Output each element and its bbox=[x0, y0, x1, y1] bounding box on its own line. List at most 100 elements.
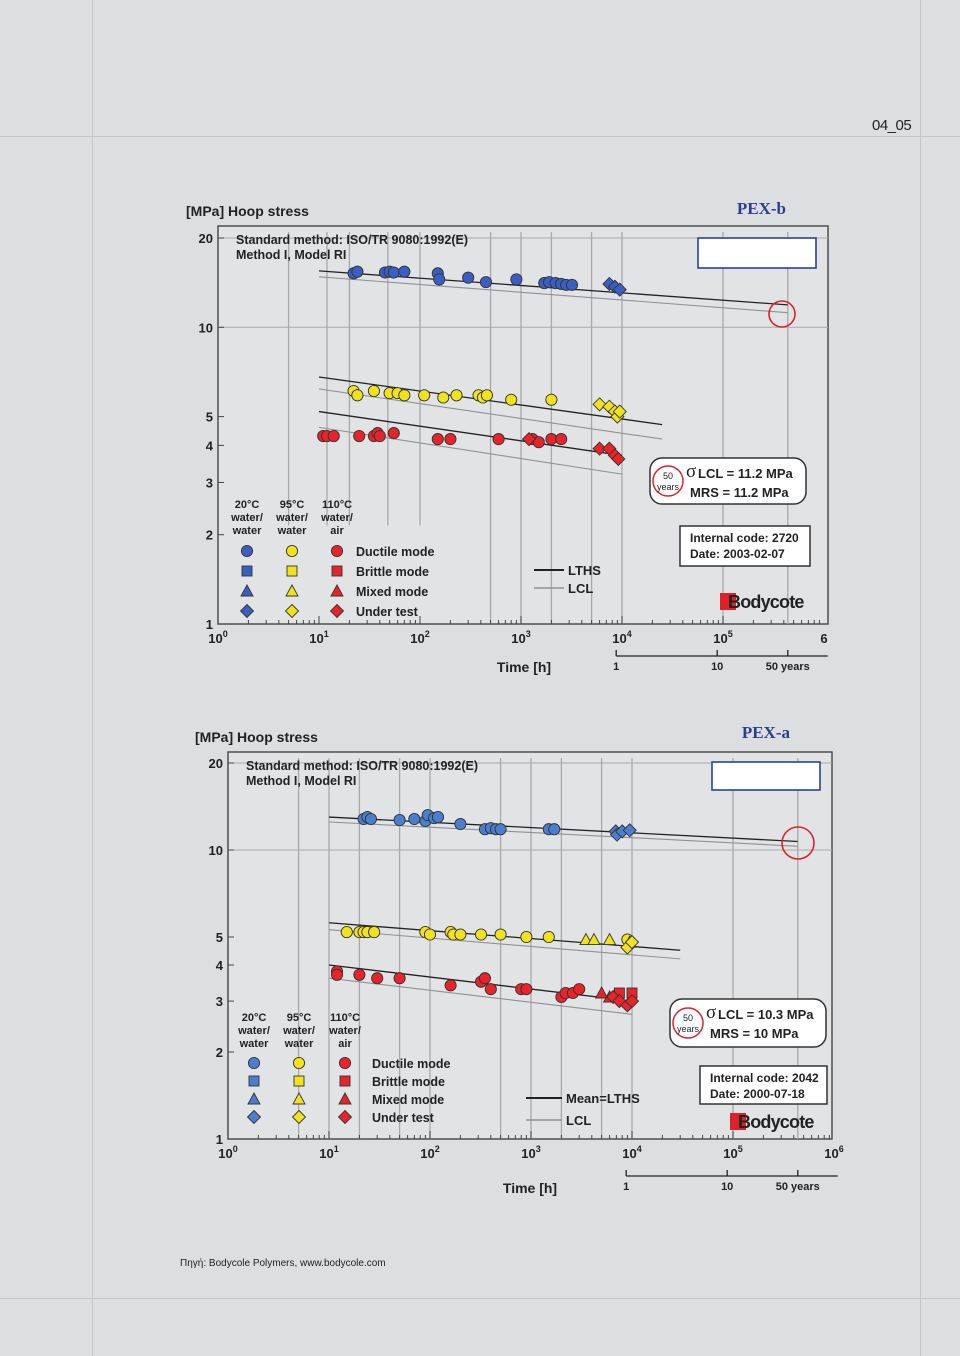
data-point-ductile bbox=[450, 389, 463, 402]
data-point-ductile bbox=[364, 812, 377, 826]
data-point-ductile bbox=[408, 812, 421, 826]
x-tick-label: 101 bbox=[309, 629, 328, 646]
data-point-ductile bbox=[555, 433, 568, 446]
data-point-ductile bbox=[494, 928, 507, 941]
x-axis-label: Time [h] bbox=[503, 1180, 557, 1196]
series-20C bbox=[347, 265, 627, 297]
data-point-mixed bbox=[602, 932, 617, 945]
data-point-under-test bbox=[622, 823, 637, 838]
legend-mode-label: Mixed mode bbox=[356, 585, 428, 599]
data-point-under-test bbox=[624, 934, 640, 950]
y-tick-label: 1 bbox=[216, 1132, 223, 1147]
chart-title: PEX-b bbox=[737, 199, 786, 218]
x-tick-label: 100 bbox=[208, 629, 227, 646]
y-axis-label: [MPa] Hoop stress bbox=[195, 729, 318, 745]
data-point-under-test bbox=[624, 993, 640, 1009]
sigma-symbol: σ bbox=[706, 1002, 716, 1023]
data-point-ductile bbox=[393, 813, 406, 827]
y-tick-label: 20 bbox=[199, 231, 213, 246]
y-axis-label: [MPa] Hoop stress bbox=[186, 203, 309, 219]
y-tick-label: 4 bbox=[206, 438, 214, 453]
x-tick-label: 104 bbox=[622, 1144, 641, 1161]
legend-header: 20°C bbox=[235, 499, 260, 511]
series-95C bbox=[340, 926, 640, 955]
data-point-ductile bbox=[398, 265, 411, 278]
legend-mode-label: Ductile mode bbox=[372, 1057, 451, 1071]
legend-marker bbox=[293, 1075, 305, 1087]
years-badge-text: years bbox=[677, 1024, 700, 1034]
years-tick-label: 1 bbox=[623, 1181, 629, 1193]
data-point-ductile bbox=[505, 393, 518, 406]
x-tick-label: 103 bbox=[521, 1144, 540, 1161]
data-point-ductile bbox=[418, 389, 431, 402]
legend-marker bbox=[292, 1092, 306, 1105]
data-point-ductile bbox=[351, 389, 364, 402]
lcl-line bbox=[328, 977, 633, 1015]
internal-code: Internal code: 2720 bbox=[690, 531, 799, 545]
data-point-ductile bbox=[353, 968, 366, 981]
legend-marker bbox=[330, 544, 344, 558]
series-95C bbox=[347, 384, 627, 424]
legend-header: air bbox=[330, 525, 344, 537]
legend-header: 20°C bbox=[242, 1012, 267, 1024]
x-axis-label: Time [h] bbox=[497, 659, 551, 675]
data-point-ductile bbox=[327, 430, 340, 443]
data-point-ductile bbox=[478, 972, 492, 985]
page-guide-left bbox=[92, 0, 93, 1356]
series-20C bbox=[357, 809, 637, 842]
line-legend-label: LCL bbox=[568, 581, 593, 596]
data-point-ductile bbox=[330, 968, 344, 981]
lths-line bbox=[318, 376, 663, 426]
lcl-line bbox=[328, 929, 681, 960]
legend-header: 95°C bbox=[280, 499, 305, 511]
lths-line bbox=[328, 816, 798, 843]
data-point-ductile bbox=[393, 972, 406, 985]
legend-marker bbox=[247, 1056, 261, 1070]
x-tick-label: 103 bbox=[511, 629, 530, 646]
legend-marker bbox=[291, 1109, 307, 1125]
x-tick-label: 102 bbox=[420, 1144, 439, 1161]
y-tick-label: 20 bbox=[209, 756, 223, 771]
legend-marker bbox=[285, 544, 299, 558]
years-tick-label: 10 bbox=[721, 1181, 733, 1193]
data-point-under-test bbox=[592, 441, 607, 456]
chart-title: PEX-a bbox=[742, 723, 791, 742]
page-guide-right bbox=[920, 0, 921, 1356]
lcl-value: LCL = 10.3 MPa bbox=[718, 1007, 814, 1022]
x-tick-label: 106 bbox=[824, 1144, 843, 1161]
lcl-box bbox=[649, 457, 807, 505]
data-point-ductile bbox=[565, 278, 579, 291]
data-point-mixed bbox=[594, 986, 609, 999]
x-tick-label: 100 bbox=[218, 1144, 237, 1161]
data-point-ductile bbox=[542, 930, 555, 944]
y-tick-label: 3 bbox=[206, 475, 213, 490]
page-code: 04_05 bbox=[872, 117, 912, 134]
legend-mode-label: Mixed mode bbox=[372, 1093, 444, 1107]
legend-header: water/ bbox=[320, 512, 353, 524]
legend-header: water/ bbox=[275, 512, 308, 524]
legend-header: water/ bbox=[237, 1025, 270, 1037]
data-point-ductile bbox=[510, 273, 523, 286]
data-point-ductile bbox=[492, 433, 505, 446]
legend-header: 110°C bbox=[330, 1012, 360, 1024]
mrs-value: MRS = 11.2 MPa bbox=[690, 485, 789, 500]
logo-text: Bodycote bbox=[738, 1112, 814, 1132]
internal-code-box bbox=[699, 1065, 828, 1105]
logo-mark bbox=[730, 1113, 746, 1130]
years-tick-label: 50 years bbox=[766, 661, 810, 673]
fifty-year-marker bbox=[781, 826, 815, 860]
mrs-value: MRS = 10 MPa bbox=[710, 1026, 799, 1041]
legend-mode-label: Brittle mode bbox=[356, 565, 429, 579]
source-note: Πηγή: Bodycole Polymers, www.bodycole.co… bbox=[180, 1258, 386, 1269]
series-110C bbox=[330, 965, 640, 1013]
data-point-ductile bbox=[454, 817, 467, 831]
line-legend-label: LTHS bbox=[568, 563, 601, 578]
data-point-ductile bbox=[431, 811, 445, 824]
legend-mode-label: Ductile mode bbox=[356, 545, 435, 559]
y-tick-label: 1 bbox=[206, 617, 213, 632]
lcl-box bbox=[669, 998, 827, 1048]
lcl-line bbox=[318, 388, 663, 440]
y-tick-label: 3 bbox=[216, 994, 223, 1009]
data-point-ductile bbox=[545, 393, 558, 406]
data-point-under-test bbox=[612, 404, 627, 419]
